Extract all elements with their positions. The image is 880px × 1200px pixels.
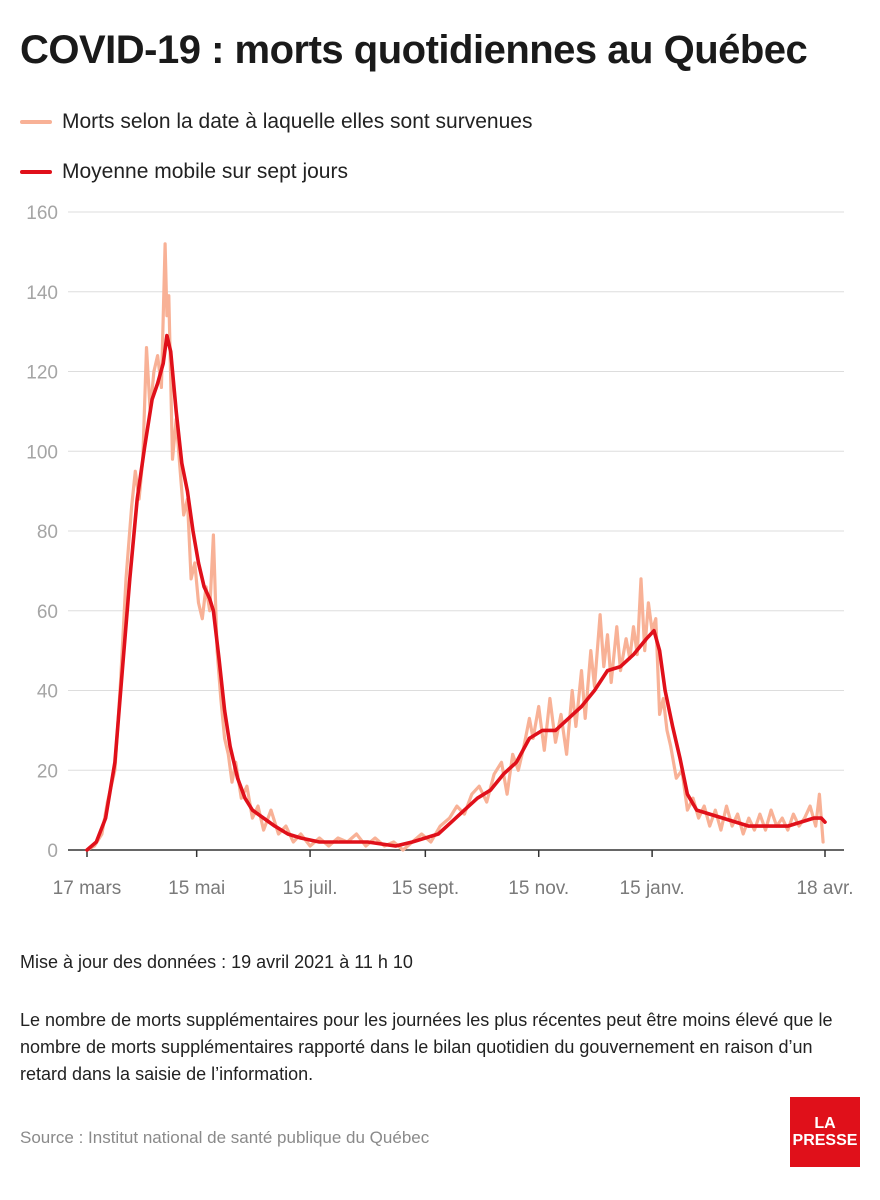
- logo-line-1: LA: [814, 1115, 836, 1132]
- x-axis: 17 mars 15 mai 15 juil. 15 sept. 15 nov. 15 j…: [53, 849, 854, 899]
- legend-swatch-average: [20, 170, 52, 174]
- x-tick-label: 15 mai: [168, 878, 225, 899]
- series-line-seven-day-average: [85, 333, 827, 852]
- source-credit: Source : Institut national de santé publ…: [20, 1128, 430, 1147]
- y-tick-label: 40: [37, 682, 58, 703]
- y-tick-label: 60: [37, 602, 58, 623]
- gridlines: [68, 211, 844, 771]
- x-tick-label: 17 mars: [53, 878, 122, 899]
- footnote: Le nombre de morts supplémentaires pour …: [20, 1010, 833, 1084]
- legend-label-average: Moyenne mobile sur sept jours: [62, 160, 348, 183]
- chart-title: COVID-19 : morts quotidiennes au Québec: [20, 28, 808, 72]
- y-tick-label: 80: [37, 522, 58, 543]
- x-tick-label: 15 janv.: [620, 878, 685, 899]
- y-tick-label: 100: [26, 442, 58, 463]
- y-tick-label: 140: [26, 283, 58, 304]
- y-tick-label: 0: [47, 841, 58, 862]
- x-tick-label: 15 sept.: [392, 878, 460, 899]
- logo-line-2: PRESSE: [792, 1132, 858, 1149]
- legend-item-average: Moyenne mobile sur sept jours: [20, 160, 348, 184]
- y-tick-label: 160: [26, 203, 58, 224]
- y-tick-label: 120: [26, 363, 58, 384]
- update-timestamp: Mise à jour des données : 19 avril 2021 …: [20, 952, 413, 972]
- x-tick-label: 18 avr.: [796, 878, 853, 899]
- y-tick-label: 20: [37, 761, 58, 782]
- legend-label-raw: Morts selon la date à laquelle elles son…: [62, 110, 533, 133]
- legend-swatch-raw: [20, 120, 52, 124]
- la-presse-logo: LA PRESSE: [790, 1097, 860, 1167]
- y-axis: 0 20 40 60 80 100 120 140 160: [26, 203, 58, 862]
- series: [85, 242, 827, 852]
- x-tick-label: 15 nov.: [508, 878, 569, 899]
- legend-item-raw: Morts selon la date à laquelle elles son…: [20, 110, 532, 134]
- chart-area: 0 20 40 60 80 100 120 140 160 17 mars 15 mai 15 ju…: [26, 203, 854, 899]
- x-tick-label: 15 juil.: [283, 878, 338, 899]
